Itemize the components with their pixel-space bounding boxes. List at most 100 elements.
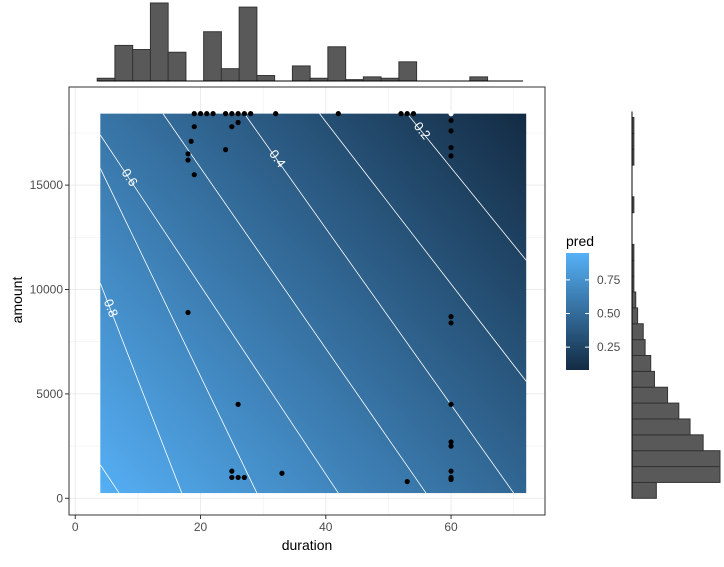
y-histogram-bar xyxy=(631,386,669,404)
legend-tick-label: 0.25 xyxy=(597,340,621,354)
legend: pred 0.25 0.50 0.75 xyxy=(566,233,621,370)
data-point xyxy=(185,309,191,316)
data-point xyxy=(235,111,241,117)
contour-line xyxy=(406,113,527,261)
legend-tick-label: 0.75 xyxy=(597,273,621,287)
data-point xyxy=(448,401,454,407)
y-histogram-bar xyxy=(631,354,652,372)
data-point xyxy=(448,443,454,449)
data-point xyxy=(188,138,194,144)
x-histogram-bar xyxy=(132,49,151,82)
data-point xyxy=(191,172,197,178)
data-point xyxy=(185,157,191,163)
x-histogram-bar xyxy=(469,76,489,82)
x-histogram-bar xyxy=(114,44,134,82)
contour-label: 0.8 xyxy=(101,297,122,319)
data-point xyxy=(229,468,235,474)
x-tick-label: 20 xyxy=(194,520,208,534)
y-histogram-bar xyxy=(631,434,704,452)
data-point xyxy=(235,401,241,407)
x-tick-label: 0 xyxy=(72,520,79,534)
x-tick-label: 60 xyxy=(444,520,458,534)
data-point xyxy=(448,320,454,326)
x-histogram-bar xyxy=(327,46,347,82)
data-point xyxy=(398,111,404,117)
y-tick-label: 15000 xyxy=(30,178,64,192)
x-histogram-bar xyxy=(167,51,187,82)
contour-line xyxy=(99,283,183,494)
data-point xyxy=(222,111,229,117)
data-point xyxy=(448,476,454,483)
y-histogram-bar xyxy=(631,418,691,436)
y-histogram-bar xyxy=(631,450,721,468)
y-tick-label: 5000 xyxy=(36,387,63,401)
contour-line xyxy=(99,464,120,494)
data-point xyxy=(229,474,235,481)
data-point xyxy=(410,111,417,117)
y-tick-label: 10000 xyxy=(30,283,64,297)
data-point xyxy=(448,314,454,320)
x-histogram-bar xyxy=(203,31,222,82)
contour-line xyxy=(162,113,427,494)
data-point xyxy=(229,124,235,130)
data-point xyxy=(185,151,191,157)
data-point xyxy=(229,111,235,117)
y-histogram-bar xyxy=(631,291,637,309)
data-point xyxy=(335,111,341,117)
data-point xyxy=(404,111,410,117)
contour-line xyxy=(319,113,527,382)
legend-colorbar xyxy=(566,253,589,370)
data-point xyxy=(222,147,229,153)
data-point xyxy=(448,117,454,124)
panel-border xyxy=(68,86,546,516)
data-point xyxy=(235,474,241,481)
data-point xyxy=(197,111,204,117)
x-histogram-bar xyxy=(291,65,311,82)
y-tick-label: 0 xyxy=(56,491,63,505)
prediction-surface xyxy=(100,113,527,494)
legend-tick-label: 0.50 xyxy=(597,307,621,321)
data-point xyxy=(235,119,241,126)
x-axis-title: duration xyxy=(282,537,333,553)
data-point xyxy=(210,111,216,117)
data-point xyxy=(404,478,410,485)
y-histogram-bar xyxy=(631,323,644,341)
contour-line xyxy=(99,168,258,494)
x-histogram-bar xyxy=(238,6,258,82)
highlighted-data-point xyxy=(448,111,454,117)
data-point xyxy=(448,144,454,151)
data-point xyxy=(204,111,210,117)
top-histogram xyxy=(96,2,524,82)
y-histogram-bar xyxy=(631,481,657,499)
data-point xyxy=(448,128,454,134)
data-point xyxy=(241,111,247,117)
data-point xyxy=(273,111,279,117)
y-histogram-bar xyxy=(631,402,680,420)
data-point xyxy=(448,468,454,474)
y-histogram-bar xyxy=(631,339,646,356)
data-point xyxy=(191,124,197,130)
y-histogram-bar xyxy=(631,466,721,483)
data-point xyxy=(248,111,254,117)
data-point xyxy=(448,153,454,159)
x-histogram-bar xyxy=(256,75,276,82)
y-histogram-bar xyxy=(631,370,655,388)
y-histogram-bar xyxy=(631,307,639,325)
data-point xyxy=(279,470,285,476)
data-point xyxy=(241,474,247,481)
data-point xyxy=(191,111,197,117)
x-tick-label: 40 xyxy=(319,520,333,534)
right-histogram xyxy=(631,111,721,499)
x-histogram-bar xyxy=(362,76,382,82)
x-histogram-bar xyxy=(149,2,169,82)
contour-line xyxy=(244,113,515,494)
contour-line xyxy=(99,134,339,494)
x-histogram-bar xyxy=(220,68,240,82)
x-histogram-bar xyxy=(398,61,418,82)
data-point xyxy=(448,439,454,445)
y-axis-title: amount xyxy=(9,277,25,324)
legend-title: pred xyxy=(566,233,594,249)
